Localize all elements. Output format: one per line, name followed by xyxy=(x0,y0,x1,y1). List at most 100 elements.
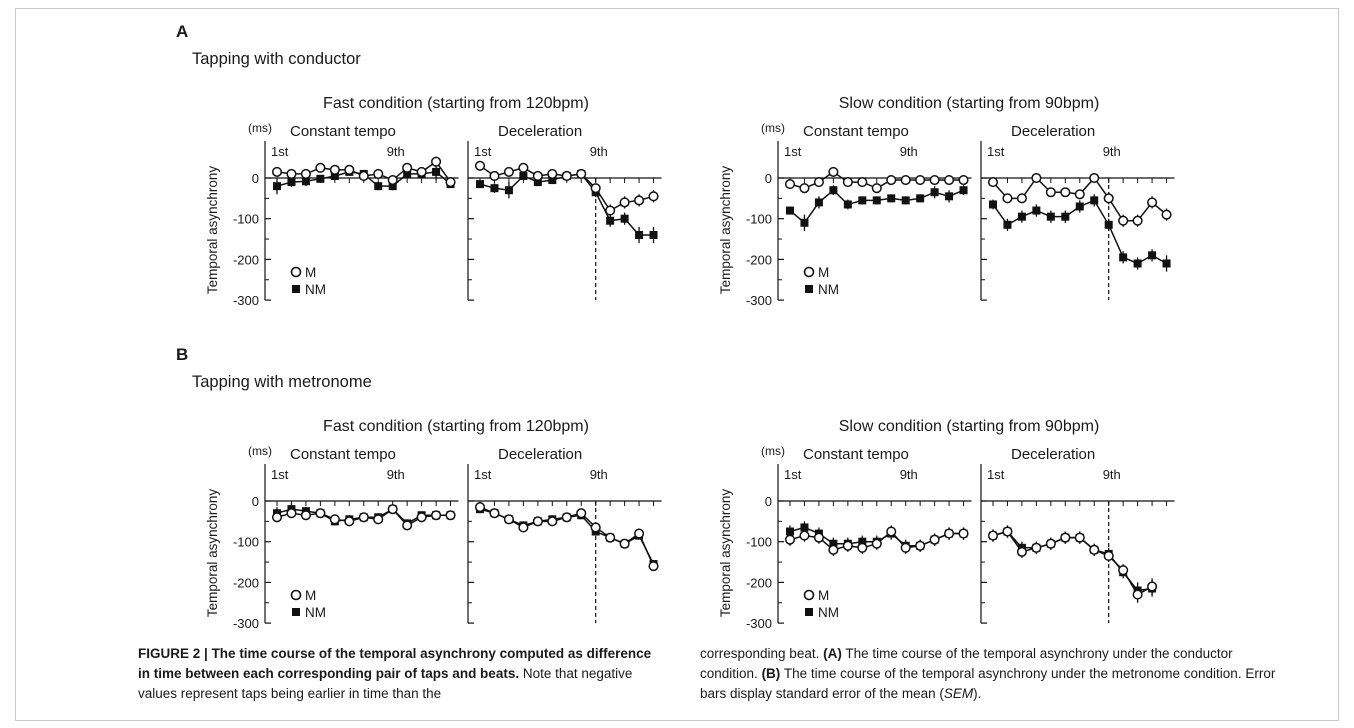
condition-title: Slow condition (starting from 90bpm) xyxy=(839,95,1100,112)
data-point-m xyxy=(605,205,616,216)
data-point-m xyxy=(300,510,311,521)
data-point-nm xyxy=(959,186,968,195)
data-point-m xyxy=(1031,172,1042,184)
data-point-m xyxy=(1031,542,1042,553)
data-point-m xyxy=(373,168,384,179)
y-unit-label: (ms) xyxy=(761,121,785,135)
data-point-m xyxy=(987,530,999,541)
data-point-m xyxy=(445,510,456,521)
legend-marker-m xyxy=(803,266,815,278)
legend-label-m: M xyxy=(818,265,829,280)
data-point-m xyxy=(1045,538,1056,549)
data-point-m xyxy=(900,174,911,186)
data-point-m xyxy=(1132,589,1143,600)
figure-title: The time course of the temporal asynchro… xyxy=(138,646,652,681)
data-point-m xyxy=(358,512,369,523)
data-point-m xyxy=(474,160,486,171)
data-point-m xyxy=(315,162,326,173)
data-point-m xyxy=(518,162,529,173)
data-point-m xyxy=(1016,193,1027,204)
y-tick-label: -300 xyxy=(233,293,259,308)
data-point-m xyxy=(286,168,297,179)
data-point-nm xyxy=(916,194,925,203)
x-annotation-1st: 1st xyxy=(784,144,802,159)
data-point-m xyxy=(915,174,926,186)
data-point-nm xyxy=(945,192,954,201)
caption-note-left: Note that negative values represent taps… xyxy=(138,666,633,701)
data-point-nm xyxy=(620,214,629,223)
legend-label-nm: NM xyxy=(305,282,326,297)
legend-marker-nm xyxy=(292,608,300,616)
y-tick-label: 0 xyxy=(252,494,259,509)
data-point-m xyxy=(784,179,796,190)
data-point-nm xyxy=(330,171,339,180)
data-point-m xyxy=(619,538,630,549)
y-tick-label: 0 xyxy=(252,171,259,186)
data-point-m xyxy=(813,532,824,543)
data-point-m xyxy=(634,528,645,539)
data-point-m xyxy=(431,510,442,521)
data-point-m xyxy=(871,183,882,194)
data-point-nm xyxy=(843,200,852,209)
data-point-m xyxy=(402,520,413,531)
data-point-m xyxy=(605,532,616,543)
data-point-m xyxy=(503,514,514,525)
data-point-nm xyxy=(606,216,615,225)
data-point-m xyxy=(842,540,853,551)
legend-marker-nm xyxy=(292,285,300,293)
data-point-nm xyxy=(930,188,939,197)
data-point-nm xyxy=(989,200,997,209)
x-annotation-1st: 1st xyxy=(271,144,289,159)
data-point-m xyxy=(1118,565,1129,576)
data-point-m xyxy=(532,516,543,527)
data-point-nm xyxy=(316,174,325,183)
panel-title: Tapping with conductor xyxy=(192,50,361,68)
subplot-title: Deceleration xyxy=(498,123,582,140)
data-point-m xyxy=(1089,544,1100,555)
legend-label-nm: NM xyxy=(818,605,839,620)
data-point-m xyxy=(1060,187,1071,198)
data-point-nm xyxy=(504,186,513,195)
data-point-m xyxy=(929,174,940,186)
subplot-title: Constant tempo xyxy=(803,446,909,463)
y-tick-label: -100 xyxy=(746,535,772,550)
data-point-m xyxy=(344,516,355,527)
legend-marker-nm xyxy=(805,608,813,616)
x-annotation-1st: 1st xyxy=(987,144,1005,159)
data-point-m xyxy=(402,162,413,173)
data-point-m xyxy=(857,177,868,188)
data-point-nm xyxy=(287,178,296,187)
data-point-m xyxy=(1132,215,1143,226)
y-tick-label: -300 xyxy=(746,293,772,308)
y-tick-label: -200 xyxy=(746,252,772,267)
data-point-m xyxy=(590,183,601,194)
data-point-m xyxy=(271,512,283,523)
data-point-m xyxy=(828,166,839,177)
y-tick-label: 0 xyxy=(765,171,772,186)
data-point-nm xyxy=(1061,212,1070,221)
data-point-m xyxy=(300,168,311,179)
data-point-nm xyxy=(403,169,412,178)
data-point-m xyxy=(561,512,572,523)
data-point-m xyxy=(329,164,340,175)
y-axis-label: Temporal asynchrony xyxy=(205,489,220,618)
legend-marker-m xyxy=(803,589,815,601)
data-point-nm xyxy=(1162,259,1171,268)
data-point-m xyxy=(503,166,514,177)
data-point-nm xyxy=(829,186,838,195)
data-point-m xyxy=(1147,197,1158,208)
subplot-title: Deceleration xyxy=(1011,446,1095,463)
data-point-m xyxy=(416,512,427,523)
data-point-nm xyxy=(1090,196,1099,205)
data-point-m xyxy=(590,522,601,533)
data-point-m xyxy=(518,522,529,533)
data-point-nm xyxy=(432,167,441,176)
data-point-m xyxy=(886,526,897,537)
data-point-m xyxy=(987,177,999,188)
legend-label-nm: NM xyxy=(818,282,839,297)
data-point-nm xyxy=(519,171,528,180)
data-point-nm xyxy=(887,194,896,203)
data-point-m xyxy=(784,534,796,545)
x-annotation-1st: 1st xyxy=(987,467,1005,482)
